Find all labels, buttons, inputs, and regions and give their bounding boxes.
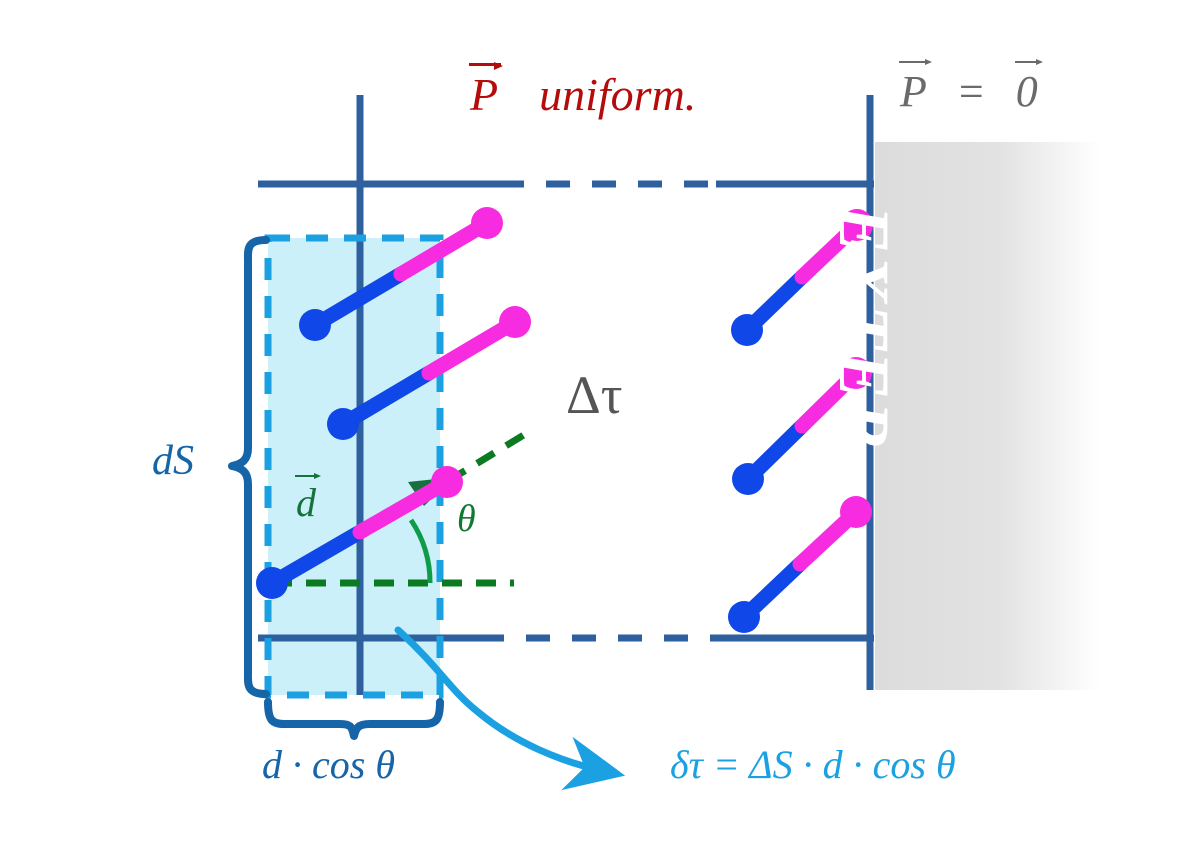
dipole-positive-dot: [841, 209, 873, 241]
angle-theta-label: θ: [457, 498, 476, 540]
dipole-positive-dot: [471, 207, 503, 239]
dipole-negative-dot: [732, 463, 764, 495]
dipole-negative-dot: [728, 601, 760, 633]
dipole-positive-dot: [431, 466, 463, 498]
dipole: [299, 207, 503, 341]
dipole-group-surface: [728, 209, 873, 633]
dipole: [732, 357, 872, 495]
uniform-text: uniform.: [539, 69, 697, 120]
polarization-uniform-label: P uniform.: [469, 61, 697, 120]
ds-brace: [228, 236, 270, 698]
exterior-region: [875, 142, 1100, 690]
green-diagonal-dashed: [446, 430, 529, 484]
dipole-group-inside: [256, 207, 531, 599]
dipole-negative-dot: [256, 567, 288, 599]
dcos-brace: [264, 698, 444, 740]
p-vector-symbol: P: [469, 61, 504, 118]
displacement-vector-label: d: [295, 473, 321, 523]
slab-highlight-fill: [268, 238, 440, 695]
dipole: [327, 306, 531, 440]
dipole: [731, 209, 873, 346]
d-vector-symbol: d: [295, 473, 321, 523]
dipole-positive-dot: [840, 357, 872, 389]
slab-dashed-outline: [264, 234, 444, 699]
dipole-negative-dot: [299, 309, 331, 341]
callout-arrow: [394, 626, 626, 791]
dipole-negative-dot: [327, 408, 359, 440]
equals-sign: =: [958, 67, 984, 116]
theta-arc: [408, 518, 433, 584]
surface-element-label: dS: [152, 438, 194, 484]
dipole-negative-dot: [731, 314, 763, 346]
thickness-label: d · cos θ: [262, 742, 395, 787]
dipole: [256, 466, 463, 599]
p-vector-symbol-outside: P: [899, 59, 932, 114]
dipole-positive-dot: [499, 306, 531, 338]
dipole-positive-dot: [840, 496, 872, 528]
volume-formula-label: δτ = ΔS · d · cos θ: [670, 742, 956, 787]
polarization-zero-label: P = 0: [899, 59, 1043, 116]
dipole: [728, 496, 872, 633]
zero-vector-symbol: 0: [1014, 59, 1043, 114]
volume-element-label: Δτ: [566, 365, 623, 425]
